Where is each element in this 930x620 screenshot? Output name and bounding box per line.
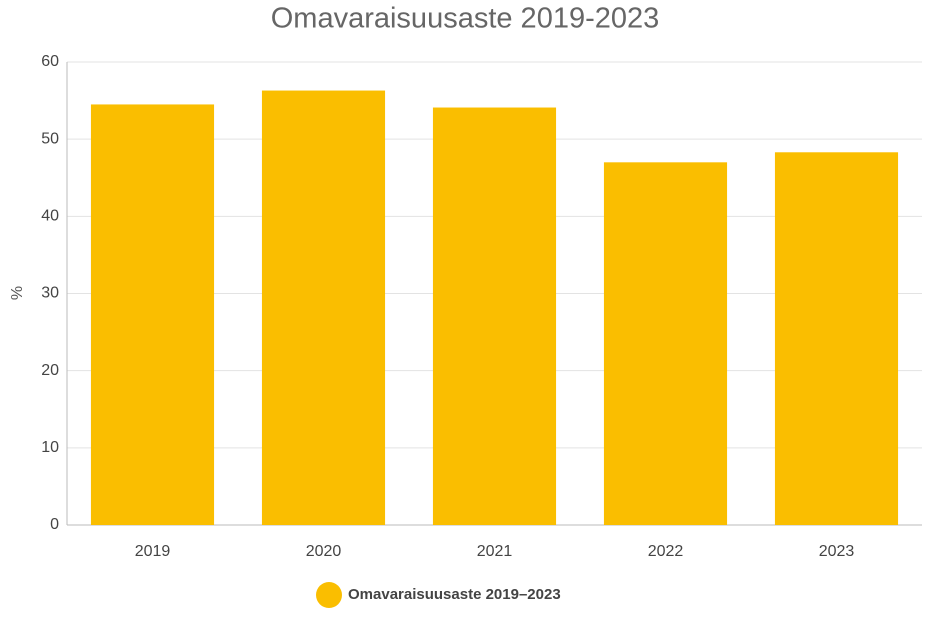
y-tick-label: 40 bbox=[41, 208, 59, 225]
y-tick-label: 50 bbox=[41, 130, 59, 147]
y-tick-label: 0 bbox=[50, 516, 59, 533]
y-tick-label: 60 bbox=[41, 53, 59, 70]
x-tick-label: 2022 bbox=[648, 543, 684, 560]
x-tick-label: 2023 bbox=[819, 543, 855, 560]
chart-title: Omavaraisuusaste 2019-2023 bbox=[271, 3, 660, 35]
bar bbox=[603, 162, 728, 526]
bar bbox=[432, 107, 557, 526]
y-tick-label: 30 bbox=[41, 285, 59, 302]
legend-label: Omavaraisuusaste 2019–2023 bbox=[348, 586, 561, 603]
y-tick-label: 10 bbox=[41, 439, 59, 456]
bar bbox=[90, 104, 215, 526]
y-tick-label: 20 bbox=[41, 362, 59, 379]
bar bbox=[774, 152, 899, 525]
bar bbox=[261, 90, 386, 525]
y-axis-label: % bbox=[9, 286, 26, 300]
x-tick-label: 2021 bbox=[477, 543, 513, 560]
x-tick-label: 2019 bbox=[135, 543, 171, 560]
x-tick-label: 2020 bbox=[306, 543, 342, 560]
legend-marker bbox=[316, 582, 342, 608]
